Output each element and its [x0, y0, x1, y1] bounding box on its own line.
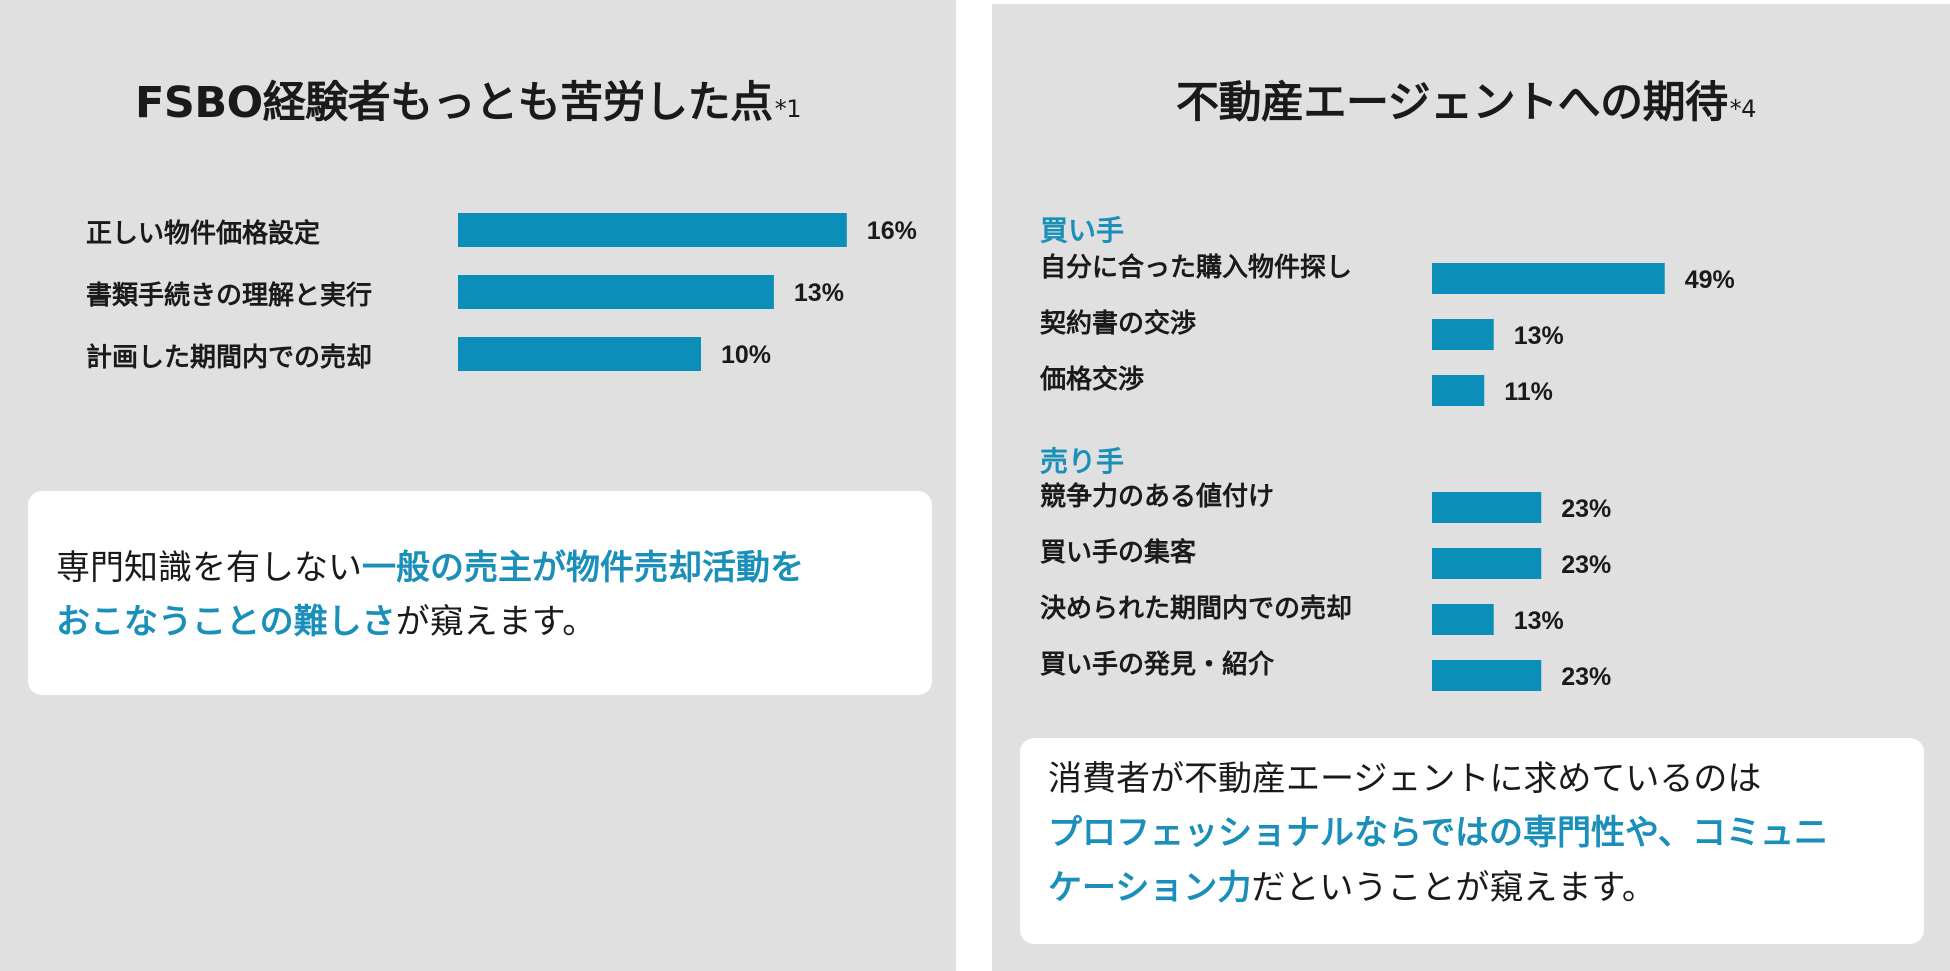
category-label: 計画した期間内での売却	[86, 342, 372, 373]
bar	[458, 213, 847, 247]
group-label: 買い手	[1040, 214, 1124, 247]
value-label: 23%	[1561, 663, 1611, 691]
right-chart-title: 不動産エージェントへの期待*4	[1176, 78, 1756, 128]
bar	[1432, 604, 1494, 635]
category-label: 価格交渉	[1039, 364, 1144, 395]
value-label: 10%	[721, 341, 771, 369]
value-label: 23%	[1561, 551, 1611, 579]
right-summary-line-1: 消費者が不動産エージェントに求めているのは	[1048, 759, 1762, 799]
category-label: 買い手の集客	[1040, 537, 1197, 568]
value-label: 23%	[1561, 495, 1611, 523]
left-chart-title: FSBO経験者もっとも苦労した点*1	[135, 78, 801, 128]
bar	[458, 337, 701, 371]
category-label: 正しい物件価格設定	[86, 218, 320, 249]
value-label: 13%	[1514, 322, 1564, 350]
bar	[1432, 375, 1485, 406]
bar	[458, 275, 774, 309]
right-summary-line-2: プロフェッショナルならではの専門性や、コミュニ	[1048, 813, 1828, 854]
bar	[1432, 660, 1542, 691]
bar	[1432, 263, 1665, 294]
left-summary-line-2: おこなうことの難しさが窺えます。	[56, 602, 597, 643]
left-summary-box: 専門知識を有しない一般の売主が物件売却活動を おこなうことの難しさが窺えます。	[28, 491, 932, 695]
group-label: 売り手	[1040, 445, 1124, 478]
right-panel: 不動産エージェントへの期待*4 買い手自分に合った購入物件探し 49% 契約書の交渉…	[992, 4, 1950, 971]
value-label: 13%	[794, 279, 844, 307]
value-label: 16%	[867, 217, 917, 245]
right-summary-line-3: ケーション力だということが窺えます。	[1048, 867, 1656, 908]
bar	[1432, 548, 1542, 579]
bar	[1432, 319, 1494, 350]
left-bar-chart: 正しい物件価格設定 16% 書類手続きの理解と実行 13% 計画した期間内での売却 10%	[86, 213, 917, 373]
value-label: 49%	[1685, 266, 1735, 294]
left-panel: FSBO経験者もっとも苦労した点*1 正しい物件価格設定 16% 書類手続きの理解と…	[0, 0, 956, 971]
category-label: 書類手続きの理解と実行	[86, 280, 372, 311]
value-label: 11%	[1504, 378, 1553, 406]
left-summary-line-1: 専門知識を有しない一般の売主が物件売却活動を	[56, 548, 804, 588]
value-label: 13%	[1514, 607, 1564, 635]
category-label: 契約書の交渉	[1039, 308, 1196, 339]
category-label: 自分に合った購入物件探し	[1040, 252, 1352, 283]
category-label: 決められた期間内での売却	[1040, 594, 1352, 624]
category-label: 買い手の発見・紹介	[1040, 649, 1275, 680]
bar	[1432, 492, 1542, 523]
category-label: 競争力のある値付け	[1040, 481, 1274, 512]
right-summary-box: 消費者が不動産エージェントに求めているのは プロフェッショナルならではの専門性や…	[1020, 738, 1924, 944]
